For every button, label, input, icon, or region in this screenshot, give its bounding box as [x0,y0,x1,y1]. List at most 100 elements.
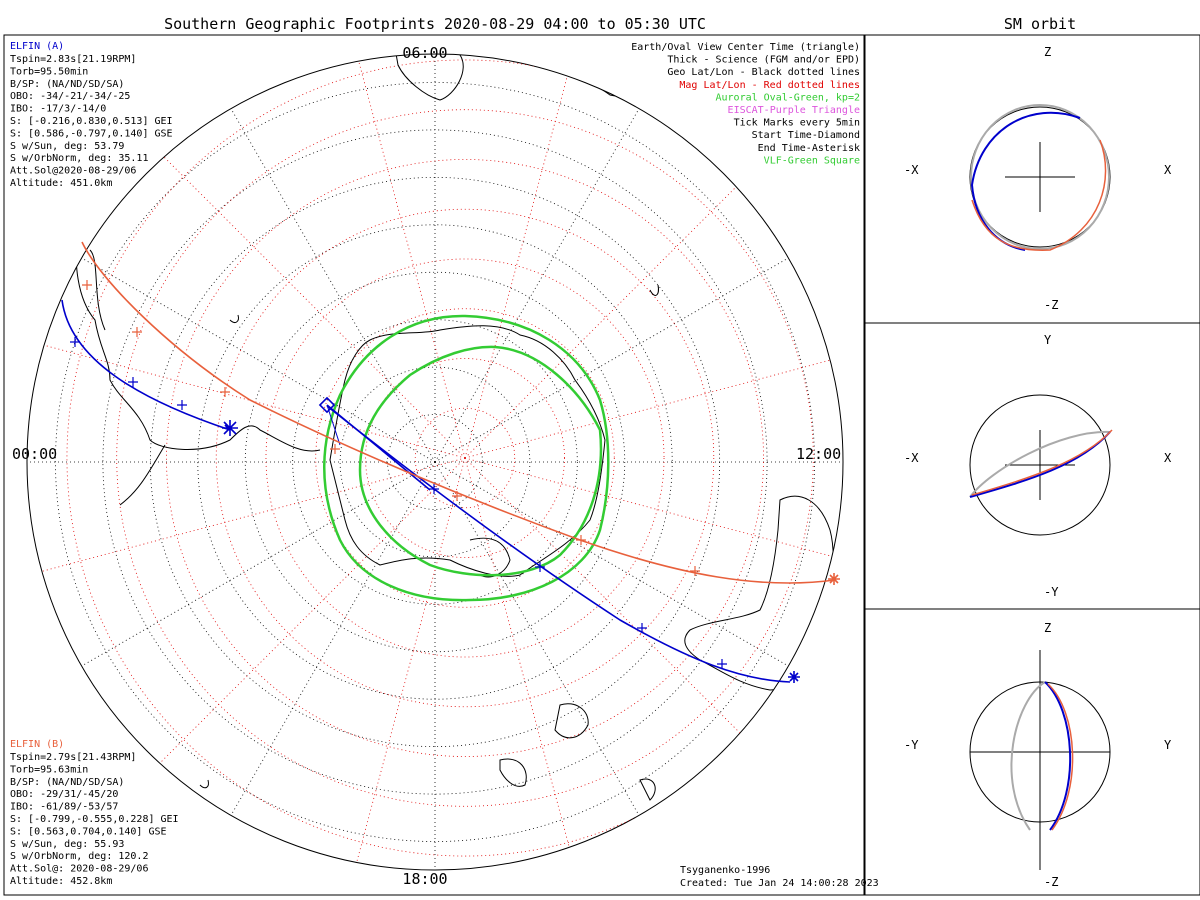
map-frame [3,34,865,896]
orbit-a-3 [1044,681,1072,831]
legend-item: Tick Marks every 5min [734,118,860,129]
orbit-b-3 [1047,683,1074,831]
info-line: S: [-0.216,0.830,0.513] GEI [10,116,173,127]
mag-lon-line [464,140,783,459]
mag-lon-line [464,341,843,459]
mag-lon-line [31,457,466,575]
elfin-a-track [61,299,800,683]
info-line: S w/OrbNorm, deg: 35.11 [10,153,148,164]
elfin-a-track-east [326,405,791,683]
legend-item: Mag Lat/Lon - Red dotted lines [679,80,860,91]
geo-lon-line [434,257,789,463]
mag-lat-circle [315,308,615,608]
geo-lon-line [230,461,436,816]
mag-lon-line [147,457,466,776]
earth-outline-2 [969,394,1111,536]
geo-lat-circle [387,414,483,510]
elfin-a-track-west [61,299,231,431]
auroral-oval [323,314,610,602]
elfin-b-info: ELFIN (B) Tspin=2.79s[21.43RPM]Torb=95.6… [10,739,179,887]
info-line: S w/Sun, deg: 55.93 [10,839,124,850]
time-label-right: 12:00 [796,445,841,463]
sm-orbit-panel-1: Z -Z -X X [904,45,1172,312]
sm-orbit-panel-3: Z -Z -Y Y [904,621,1172,889]
legend-item: Thick - Science (FGM and/or EPD) [667,55,860,66]
info-line: Torb=95.63min [10,764,88,775]
geo-lon-line [434,108,640,463]
elfin-b-end-asterisk [828,573,840,585]
info-line: Tspin=2.79s[21.43RPM] [10,752,136,763]
panel-3-bottom: -Z [1044,875,1058,889]
geo-lon-line [434,461,640,816]
panel-3-left: -Y [904,738,919,752]
info-line: S w/Sun, deg: 53.79 [10,141,124,152]
panel-1-bottom: -Z [1044,298,1058,312]
mag-lat-circle [116,109,814,807]
time-label-left: 00:00 [12,445,57,463]
legend-item: Auroral Oval-Green, kp=2 [716,92,861,103]
legend-item: EISCAT-Purple Triangle [728,105,860,116]
model-label: Tsyganenko-1996 [680,865,770,876]
geo-lon-line [81,461,436,667]
geo-lon-line [434,461,789,667]
mag-lon-line [147,140,466,459]
info-line: Torb=95.50min [10,66,88,77]
orbit-grey-2 [969,430,1111,498]
legend-item: Earth/Oval View Center Time (triangle) [631,42,860,53]
info-line: S: [0.563,0.704,0.140] GSE [10,826,167,837]
map-horizon [26,53,844,871]
panel-1-right: X [1164,163,1172,177]
mag-lat-circle [215,208,715,708]
info-line: Altitude: 452.8km [10,876,112,887]
mag-lon-line [31,341,466,459]
info-line: IBO: -61/89/-53/57 [10,802,118,813]
elfin-a-title: ELFIN (A) [10,41,64,52]
mag-lat-circle [166,159,764,757]
elfin-a-end-asterisk [222,420,238,436]
mag-lon-line [464,457,783,776]
panel-1-left: -X [904,163,919,177]
orbit-grey-1 [970,104,1110,250]
panel-2-bottom: -Y [1044,585,1059,599]
panel-3-top: Z [1044,621,1051,635]
auroral-oval-inner [358,345,603,577]
geo-lat-circle [339,366,531,558]
time-label-top: 06:00 [402,44,447,62]
mag-lon-line [348,54,466,459]
info-line: B/SP: (NA/ND/SD/SA) [10,777,124,788]
info-line: OBO: -29/31/-45/20 [10,789,118,800]
info-line: S: [-0.799,-0.555,0.228] GEI [10,814,179,825]
legend: Earth/Oval View Center Time (triangle) Th… [631,42,860,166]
orbit-grey-3 [1010,681,1046,831]
info-line: OBO: -34/-21/-34/-25 [10,91,130,102]
elfin-b-track [81,241,840,585]
panel-2-top: Y [1044,333,1052,347]
grid-layer [26,53,844,871]
legend-item: Geo Lat/Lon - Black dotted lines [667,67,860,78]
elfin-b-track-line [81,241,836,584]
info-line: B/SP: (NA/ND/SD/SA) [10,79,124,90]
orbit-frame [864,34,1200,896]
time-label-bottom: 18:00 [402,870,447,888]
mag-lon-line [464,54,582,459]
elfin-a-tick-marks [70,337,727,669]
mag-lat-circle [265,258,665,658]
orbit-b-2 [971,429,1113,496]
mag-lat-circle [365,358,565,558]
mag-lat-circle [414,407,516,509]
main-title: Southern Geographic Footprints 2020-08-2… [164,15,706,33]
legend-item: End Time-Asterisk [758,143,860,154]
mag-lon-line [464,457,582,870]
info-line: S: [0.586,-0.797,0.140] GSE [10,128,173,139]
elfin-a-asterisk-east [788,671,800,683]
geo-lat-circle [197,224,673,700]
sm-orbit-panel-2: Y -Y -X X [904,333,1172,599]
geo-lat-circle [55,82,815,842]
orbit-b-1 [971,139,1107,251]
mag-lon-line [348,457,466,870]
elfin-b-tick-marks [82,280,700,576]
created-label: Created: Tue Jan 24 14:00:28 2023 [680,878,879,889]
legend-item: VLF-Green Square [764,155,860,166]
panel-2-left: -X [904,451,919,465]
info-line: S w/OrbNorm, deg: 120.2 [10,851,148,862]
